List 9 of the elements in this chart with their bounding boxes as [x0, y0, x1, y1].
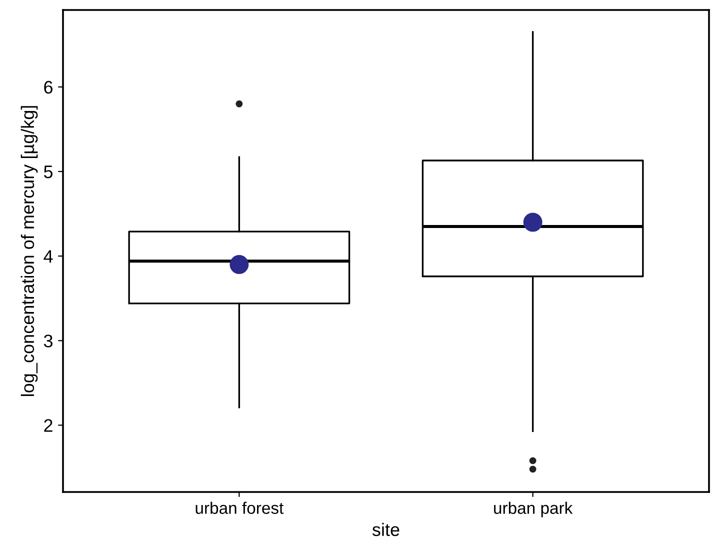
y-tick-label: 3	[44, 334, 52, 348]
y-tick-label: 5	[44, 166, 53, 178]
y-axis-title: log_concentration of mercury [µg/kg]	[20, 106, 38, 396]
y-tick-label: 4	[44, 250, 53, 263]
x-tick-label: urban forest	[196, 502, 284, 514]
y-tick-label: 6	[44, 80, 52, 94]
y-tick-label: 2	[44, 419, 52, 432]
x-tick-label: urban park	[494, 502, 573, 518]
x-axis-title: site	[372, 522, 400, 536]
